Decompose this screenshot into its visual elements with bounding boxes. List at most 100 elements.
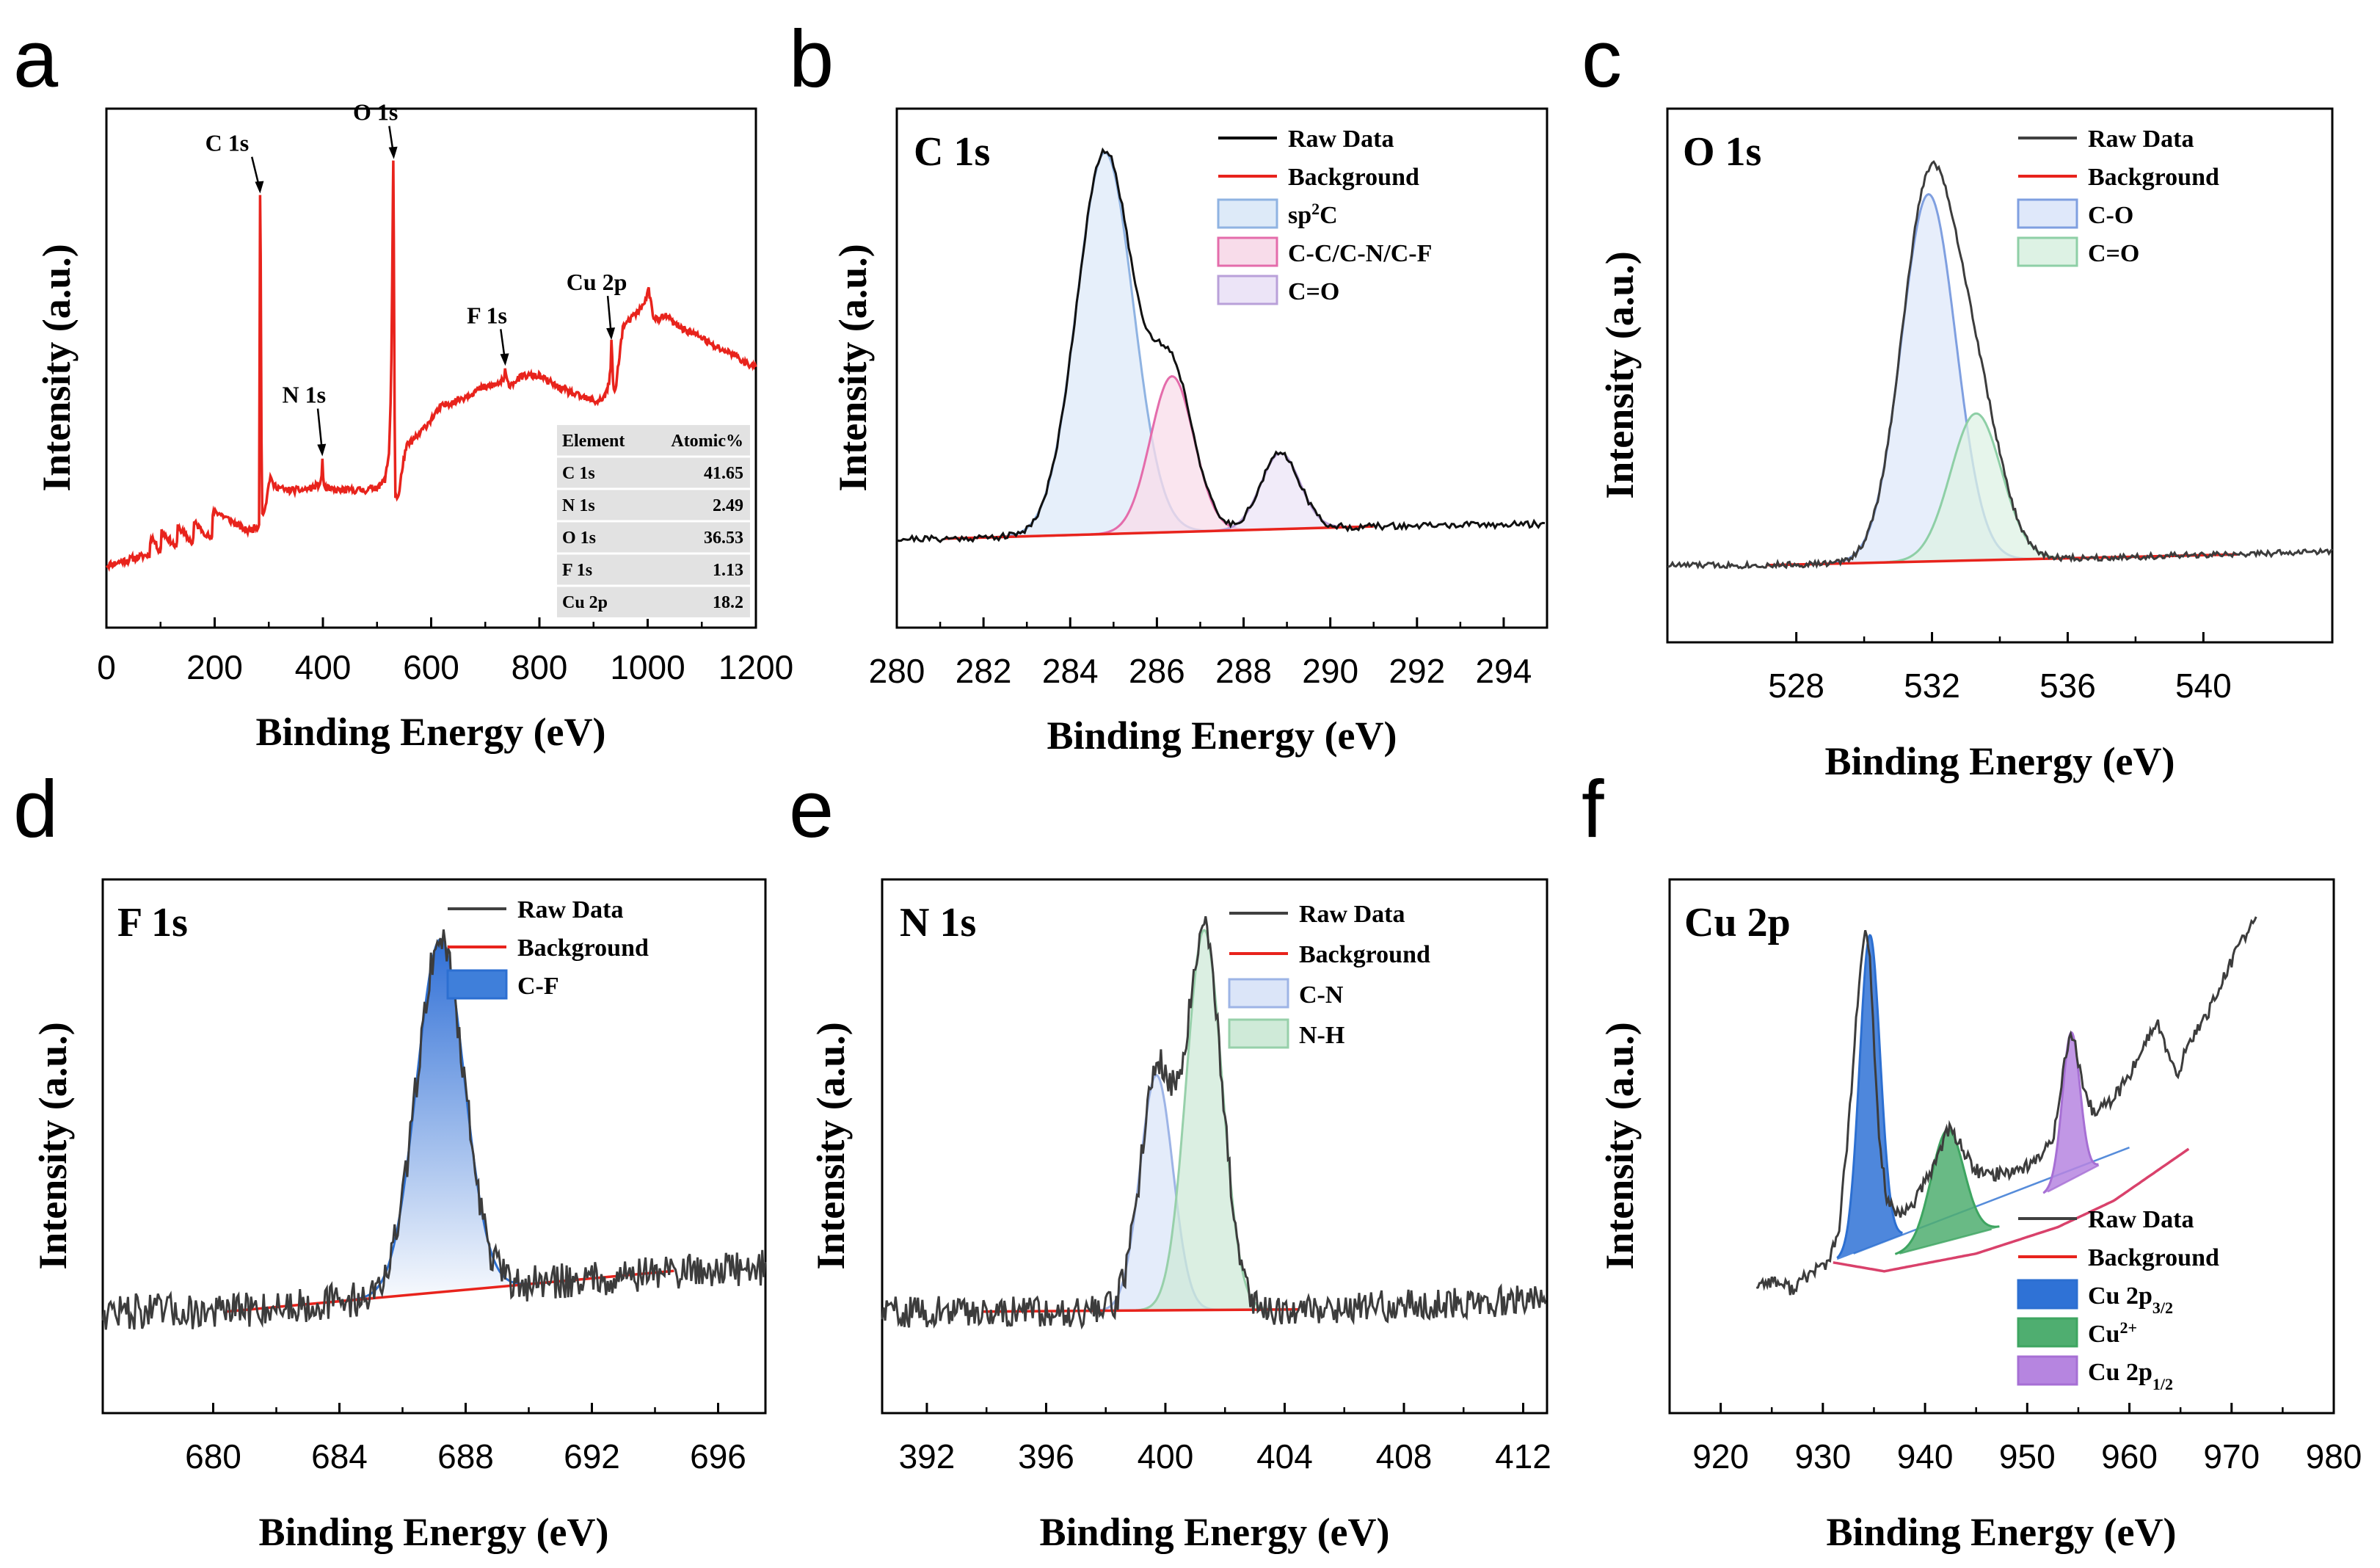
panel-letter-c: c [1582,14,1622,104]
x-tick-label: 294 [1476,652,1532,690]
y-axis-title: Intensity (a.u.) [831,244,875,492]
spectrum-title: O 1s [1683,129,1761,175]
fit-peak-area [225,939,674,1312]
panel-b-c1s-chart: 280 282 284 286 288 290 292 294 Raw Data Backgrou… [831,107,1549,758]
legend-label: Background [1288,164,1419,191]
chart-marks: 392 396 400 404 408 412 Raw Data Background C-N N… [881,901,1551,1476]
panel-letter-f: f [1582,764,1604,854]
x-tick-label: 800 [512,648,568,686]
x-tick-label: 920 [1692,1437,1749,1476]
legend-label: C-C/C-N/C-F [1288,240,1432,267]
legend-label: Raw Data [1288,126,1394,153]
table-cell-atomic: 2.49 [713,496,743,515]
annotation-arrow-head [255,181,264,194]
legend-box-swatch [1217,198,1278,229]
chart-marks: 528 532 536 540 Raw Data Background C-O C=O [1667,126,2334,705]
x-tick-label: 1000 [610,648,685,686]
chart-marks: 280 282 284 286 288 290 292 294 Raw Data Backgrou… [869,126,1546,690]
panel-letter-a: a [13,14,59,104]
table-cell-element: N 1s [562,496,595,515]
legend-label: C-N [1299,981,1344,1009]
survey-spectrum-line [106,160,757,573]
panel-f-cu2p-chart: 920 930 940 950 960 970 980 Raw Data Background C… [1598,878,2362,1554]
x-tick-label: 688 [437,1437,494,1476]
spectrum-title: N 1s [900,900,976,945]
panel-d-f1s-chart: 680 684 688 692 696 Raw Data Background C-F F 1… [31,878,767,1554]
x-tick-label: 400 [1138,1437,1194,1476]
x-axis-title: Binding Energy (eV) [258,1510,608,1554]
x-tick-label: 284 [1042,652,1099,690]
annotation-arrow-head [500,353,509,366]
x-tick-label: 396 [1018,1437,1074,1476]
x-tick-label: 288 [1215,652,1272,690]
panel-a-survey-chart: 0 200 400 600 800 1000 1200 C 1s N 1s O 1s F 1s Cu … [34,99,793,754]
x-tick-label: 950 [1999,1437,2056,1476]
fit-peak-area [1895,1130,2000,1255]
legend-box-swatch [1217,275,1278,305]
legend-label: Cu 2p3/2 [2088,1282,2173,1317]
x-tick-label: 528 [1768,667,1824,705]
legend-label: C-O [2088,202,2133,229]
fit-peak-baseline [2047,1164,2100,1193]
legend-label: C-F [517,973,559,1000]
raw-data-line [896,147,1546,543]
legend-box-swatch [1228,1018,1289,1049]
y-axis-title: Intensity (a.u.) [1598,1022,1642,1270]
table-cell-element: O 1s [562,529,596,548]
x-tick-label: 412 [1495,1437,1551,1476]
y-axis-title: Intensity (a.u.) [809,1022,853,1270]
x-tick-label: 400 [295,648,352,686]
fit-peak-envelope [1836,934,1903,1259]
annotation-arrow-head [606,327,616,341]
table-cell-element: C 1s [562,464,595,483]
legend-box-swatch [2017,236,2078,267]
x-tick-label: 404 [1256,1437,1313,1476]
background-line [1833,1147,2190,1273]
x-tick-label: 540 [2175,667,2232,705]
x-axis-title: Binding Energy (eV) [1047,714,1397,758]
legend-label: Cu2+ [2088,1318,2137,1349]
panel-c-o1s-chart: 528 532 536 540 Raw Data Background C-O C=O O 1… [1598,107,2334,783]
panel-letter-d: d [13,764,58,854]
table-cell-element: F 1s [562,561,592,580]
plot-frame [101,878,767,1415]
plot-frame [881,878,1549,1415]
peak-annotation-label: N 1s [282,382,326,408]
x-tick-label: 408 [1376,1437,1433,1476]
table-header-element: Element [562,432,625,451]
x-tick-label: 980 [2306,1437,2362,1476]
fit-peak-baseline [1899,1228,1992,1255]
x-tick-label: 392 [899,1437,956,1476]
x-axis-title: Binding Energy (eV) [1824,739,2175,783]
x-tick-label: 930 [1794,1437,1851,1476]
legend-label: Raw Data [2088,1206,2194,1233]
x-tick-label: 960 [2101,1437,2158,1476]
table-cell-atomic: 36.53 [704,529,743,548]
spectrum-title: Cu 2p [1684,900,1791,945]
legend-box-swatch [2017,1279,2078,1310]
peak-annotation-label: F 1s [467,302,507,328]
x-tick-label: 970 [2203,1437,2260,1476]
panel-e-n1s-chart: 392 396 400 404 408 412 Raw Data Background C-N N… [809,878,1551,1554]
peak-annotation-label: O 1s [353,99,398,126]
x-tick-label: 692 [564,1437,620,1476]
table-cell-atomic: 41.65 [704,464,743,483]
x-tick-label: 1200 [718,648,793,686]
x-tick-label: 292 [1389,652,1445,690]
legend-label: Raw Data [517,896,623,923]
spectrum-title: F 1s [117,900,188,945]
table-cell-atomic: 18.2 [713,593,743,612]
chart-marks: 920 930 940 950 960 970 980 Raw Data Background C… [1692,916,2362,1476]
fit-peak-area [1766,413,2237,565]
legend-box-swatch [1228,978,1289,1009]
plot-frame [895,107,1549,629]
x-tick-label: 532 [1904,667,1960,705]
legend-label: Background [2088,164,2219,191]
legend-box-swatch [446,969,508,1000]
chart-marks: 0 200 400 600 800 1000 1200 C 1s N 1s O 1s F 1s Cu … [97,99,793,686]
x-tick-label: 684 [311,1437,368,1476]
legend-label: Background [2088,1244,2219,1271]
plot-frame [1668,878,2335,1415]
x-axis-title: Binding Energy (eV) [255,710,605,754]
x-tick-label: 200 [186,648,243,686]
